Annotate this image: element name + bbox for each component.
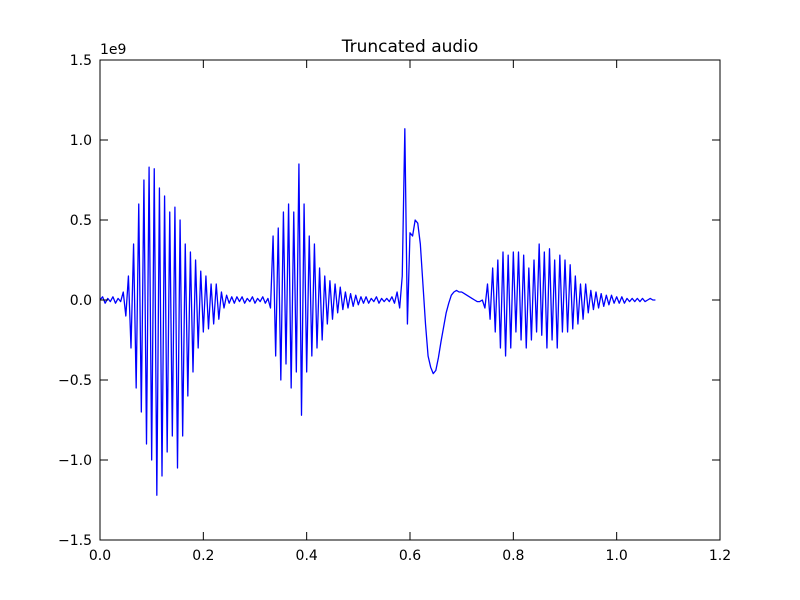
x-tick-label: 0.8 xyxy=(502,548,524,564)
x-tick-label: 0.6 xyxy=(399,548,421,564)
plot-frame xyxy=(99,59,721,541)
waveform-line xyxy=(99,128,656,496)
y-tick-label: 0.5 xyxy=(70,213,92,229)
y-tick-label: −0.5 xyxy=(58,373,92,389)
x-tick-label: 0.0 xyxy=(89,548,111,564)
y-tick-label: −1.5 xyxy=(58,533,92,549)
y-offset-label: 1e9 xyxy=(100,42,126,58)
x-tick-label: 0.2 xyxy=(192,548,214,564)
x-tick-label: 0.4 xyxy=(296,548,318,564)
y-tick-label: 1.0 xyxy=(70,133,92,149)
x-tick-label: 1.0 xyxy=(606,548,628,564)
y-tick-label: −1.0 xyxy=(58,453,92,469)
y-tick-label: 1.5 xyxy=(70,53,92,69)
chart-title: Truncated audio xyxy=(341,37,479,57)
x-tick-label: 1.2 xyxy=(709,548,731,564)
y-tick-label: 0.0 xyxy=(70,293,92,309)
